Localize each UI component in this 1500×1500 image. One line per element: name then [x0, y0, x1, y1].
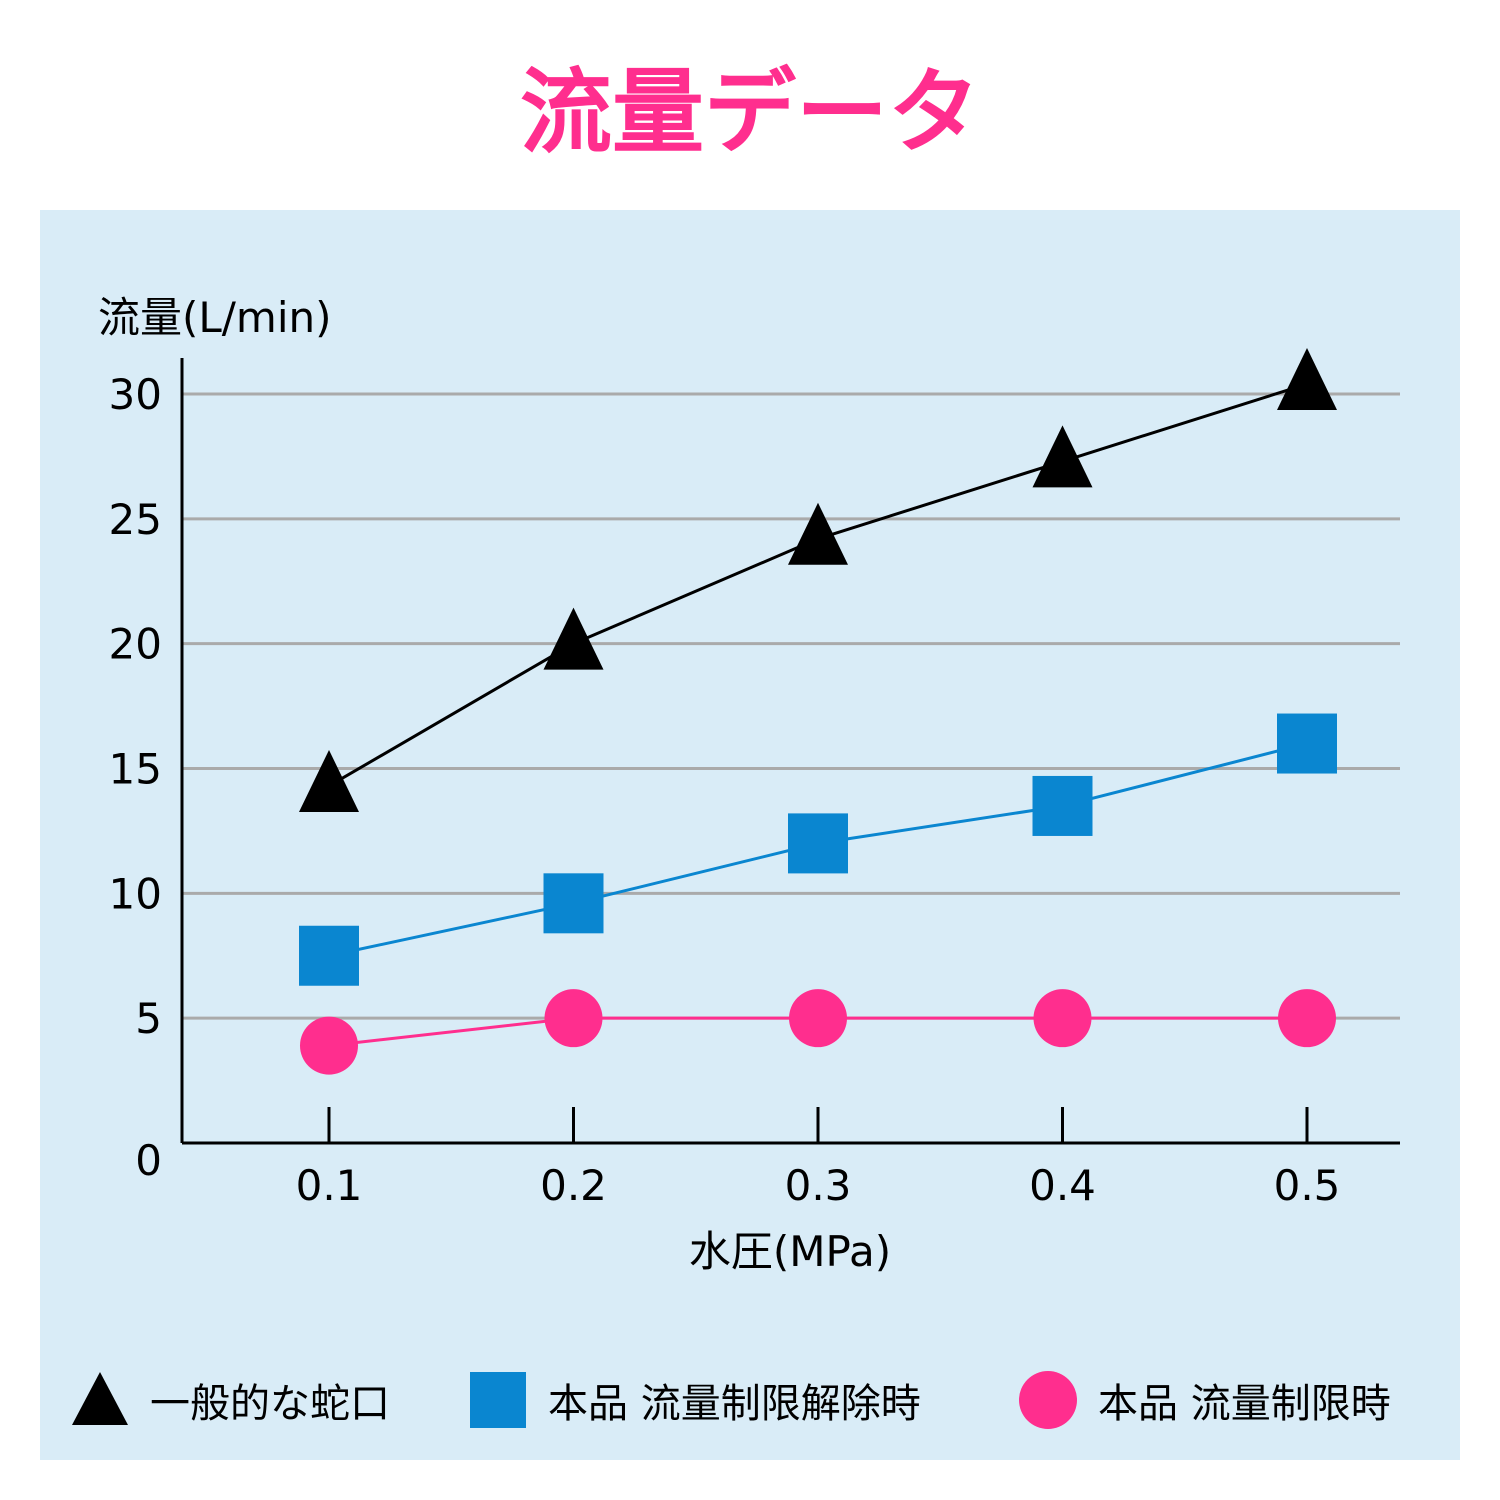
data-point-triangle	[299, 749, 359, 812]
x-tick-label: 0.2	[540, 1161, 607, 1210]
grid-lines	[182, 392, 1400, 1020]
chart-background	[40, 210, 1460, 1460]
data-point-square	[1277, 713, 1337, 774]
data-point-triangle	[543, 607, 604, 670]
data-point-circle	[1278, 989, 1336, 1048]
square-icon	[470, 1372, 526, 1428]
legend-label: 一般的な蛇口	[150, 1381, 390, 1427]
axes	[180, 358, 1400, 1145]
chart-panel: 0 5 10 15 20 25 30 0.1 0.2 0.3 0.4 0.5 流量(L/min) 水…	[40, 210, 1460, 1460]
x-tick-label: 0.1	[296, 1161, 363, 1210]
data-point-circle	[1033, 989, 1092, 1048]
data-point-square	[788, 813, 848, 874]
y-tick-labels: 0 5 10 15 20 25 30	[109, 370, 162, 1185]
legend-item-unrestricted: 本品 流量制限解除時	[468, 1370, 921, 1430]
legend-marker-square	[470, 1372, 526, 1428]
legend-item-restricted: 本品 流量制限時	[1018, 1370, 1391, 1430]
x-tick-label: 0.4	[1029, 1161, 1096, 1210]
y-tick-label: 0	[135, 1136, 162, 1185]
data-point-triangle	[1277, 348, 1337, 411]
data-point-circle	[544, 989, 603, 1048]
legend-label: 本品 流量制限解除時	[548, 1381, 921, 1427]
data-point-circle	[789, 989, 847, 1048]
y-tick-label: 25	[109, 495, 162, 544]
data-series	[299, 348, 1337, 1075]
data-point-square	[543, 873, 604, 934]
y-tick-label: 10	[109, 869, 162, 918]
x-tick-label: 0.5	[1274, 1161, 1341, 1210]
circle-icon	[1019, 1371, 1077, 1429]
data-point-triangle	[1032, 425, 1093, 488]
legend-marker-circle	[1019, 1371, 1077, 1429]
y-axis-label: 流量(L/min)	[98, 293, 332, 342]
y-tick-label: 5	[135, 994, 162, 1043]
data-point-circle	[300, 1016, 358, 1075]
x-tick-label: 0.3	[785, 1161, 852, 1210]
flow-chart: 0 5 10 15 20 25 30 0.1 0.2 0.3 0.4 0.5 流量(L/min) 水…	[40, 210, 1460, 1460]
y-tick-label: 15	[109, 745, 162, 794]
page-title: 流量データ	[519, 59, 980, 166]
triangle-icon	[72, 1372, 128, 1425]
legend-item-general-faucet: 一般的な蛇口	[70, 1370, 390, 1430]
data-point-triangle	[788, 502, 848, 565]
data-point-square	[1032, 775, 1093, 836]
y-tick-label: 20	[109, 620, 162, 669]
legend-marker-triangle	[72, 1372, 128, 1425]
data-point-square	[299, 925, 359, 986]
x-tick-labels: 0.1 0.2 0.3 0.4 0.5	[296, 1161, 1341, 1210]
legend-label: 本品 流量制限時	[1098, 1381, 1391, 1427]
chart-legend: 一般的な蛇口 本品 流量制限解除時 本品 流量制限時	[40, 1360, 1460, 1440]
y-tick-label: 30	[109, 370, 162, 419]
x-axis-label: 水圧(MPa)	[689, 1227, 891, 1276]
